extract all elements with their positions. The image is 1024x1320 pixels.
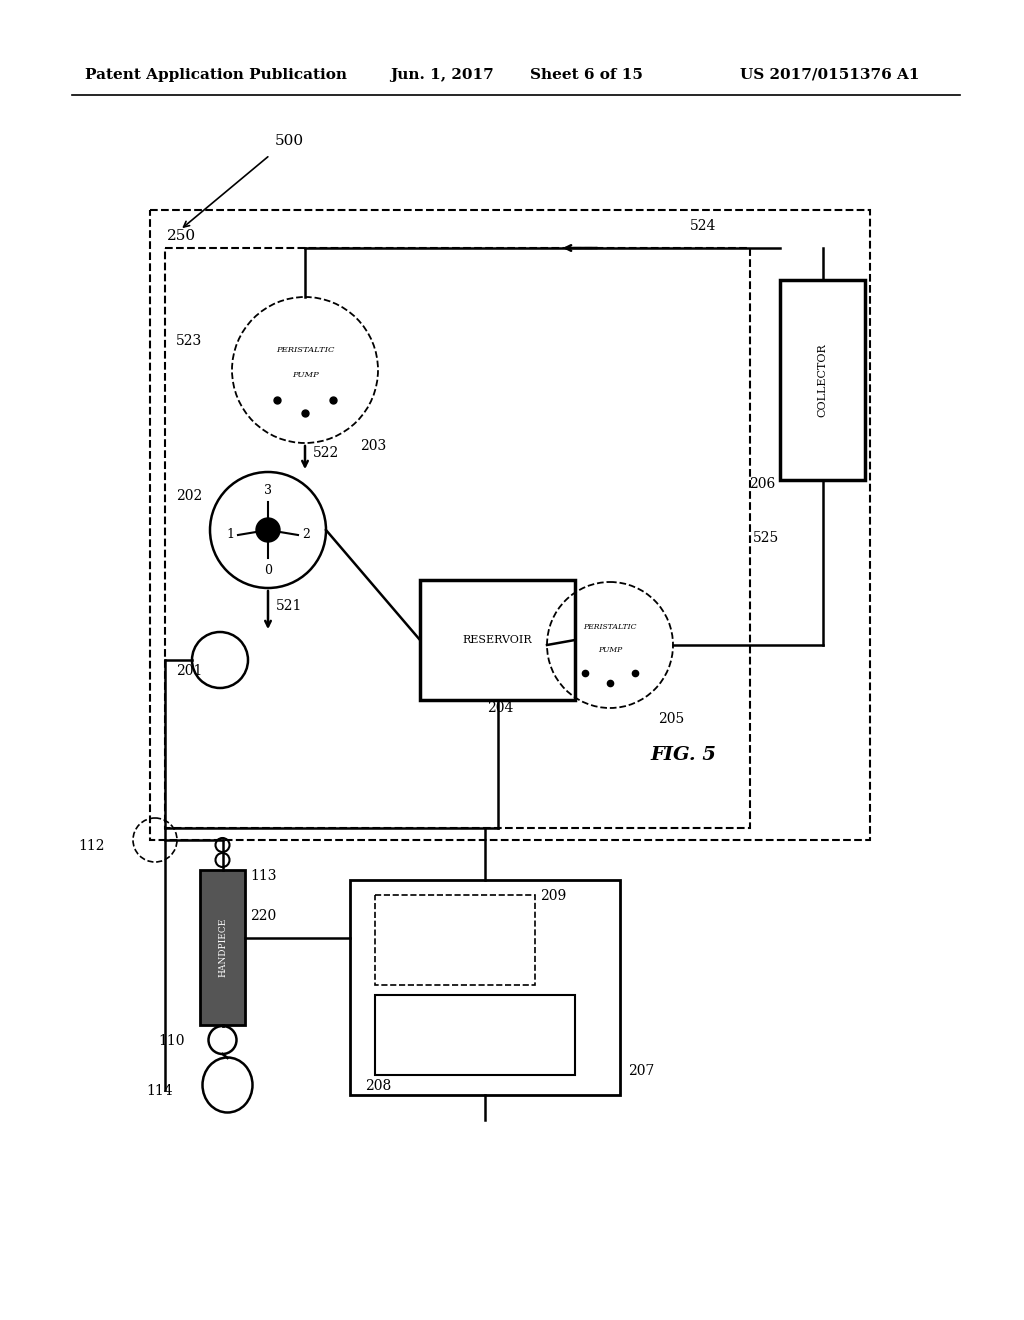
Text: 0: 0: [264, 564, 272, 577]
Text: 202: 202: [176, 488, 203, 503]
Text: PERISTALTIC: PERISTALTIC: [584, 623, 637, 631]
Text: 206: 206: [749, 477, 775, 491]
Text: 522: 522: [313, 446, 339, 459]
Bar: [165, 248, 750, 828]
Text: 204: 204: [487, 701, 514, 715]
Text: US 2017/0151376 A1: US 2017/0151376 A1: [740, 69, 920, 82]
Text: Sheet 6 of 15: Sheet 6 of 15: [530, 69, 643, 82]
Text: HANDPIECE: HANDPIECE: [218, 917, 227, 977]
Bar: [350, 880, 620, 1096]
Circle shape: [256, 517, 280, 543]
Text: 207: 207: [628, 1064, 654, 1078]
Text: 525: 525: [753, 531, 778, 545]
Text: RESERVOIR: RESERVOIR: [463, 635, 532, 645]
Text: 1: 1: [226, 528, 234, 541]
Text: 500: 500: [275, 135, 304, 148]
Text: 250: 250: [167, 228, 197, 243]
Text: 3: 3: [264, 483, 272, 496]
Text: 112: 112: [79, 840, 105, 853]
Text: 521: 521: [276, 599, 302, 612]
Text: FIG. 5: FIG. 5: [650, 746, 716, 764]
Text: 114: 114: [145, 1084, 172, 1098]
Text: PERISTALTIC: PERISTALTIC: [275, 346, 334, 354]
Text: PUMP: PUMP: [598, 645, 623, 653]
Bar: [200, 870, 245, 1026]
Text: 113: 113: [250, 869, 276, 883]
Text: 209: 209: [540, 888, 566, 903]
Text: Jun. 1, 2017: Jun. 1, 2017: [390, 69, 494, 82]
Text: 201: 201: [176, 664, 203, 678]
Text: 524: 524: [690, 219, 717, 234]
Text: 203: 203: [360, 440, 386, 453]
Text: 110: 110: [159, 1034, 185, 1048]
Text: 220: 220: [250, 909, 276, 923]
Text: PUMP: PUMP: [292, 371, 318, 379]
Text: COLLECTOR: COLLECTOR: [817, 343, 827, 417]
Bar: [780, 280, 865, 480]
Bar: [420, 579, 575, 700]
Text: 205: 205: [658, 711, 684, 726]
Bar: [375, 995, 575, 1074]
Bar: [375, 895, 535, 985]
Text: 2: 2: [302, 528, 310, 541]
Text: 523: 523: [176, 334, 203, 348]
Bar: [150, 210, 870, 840]
Text: Patent Application Publication: Patent Application Publication: [85, 69, 347, 82]
Text: 208: 208: [365, 1078, 391, 1093]
